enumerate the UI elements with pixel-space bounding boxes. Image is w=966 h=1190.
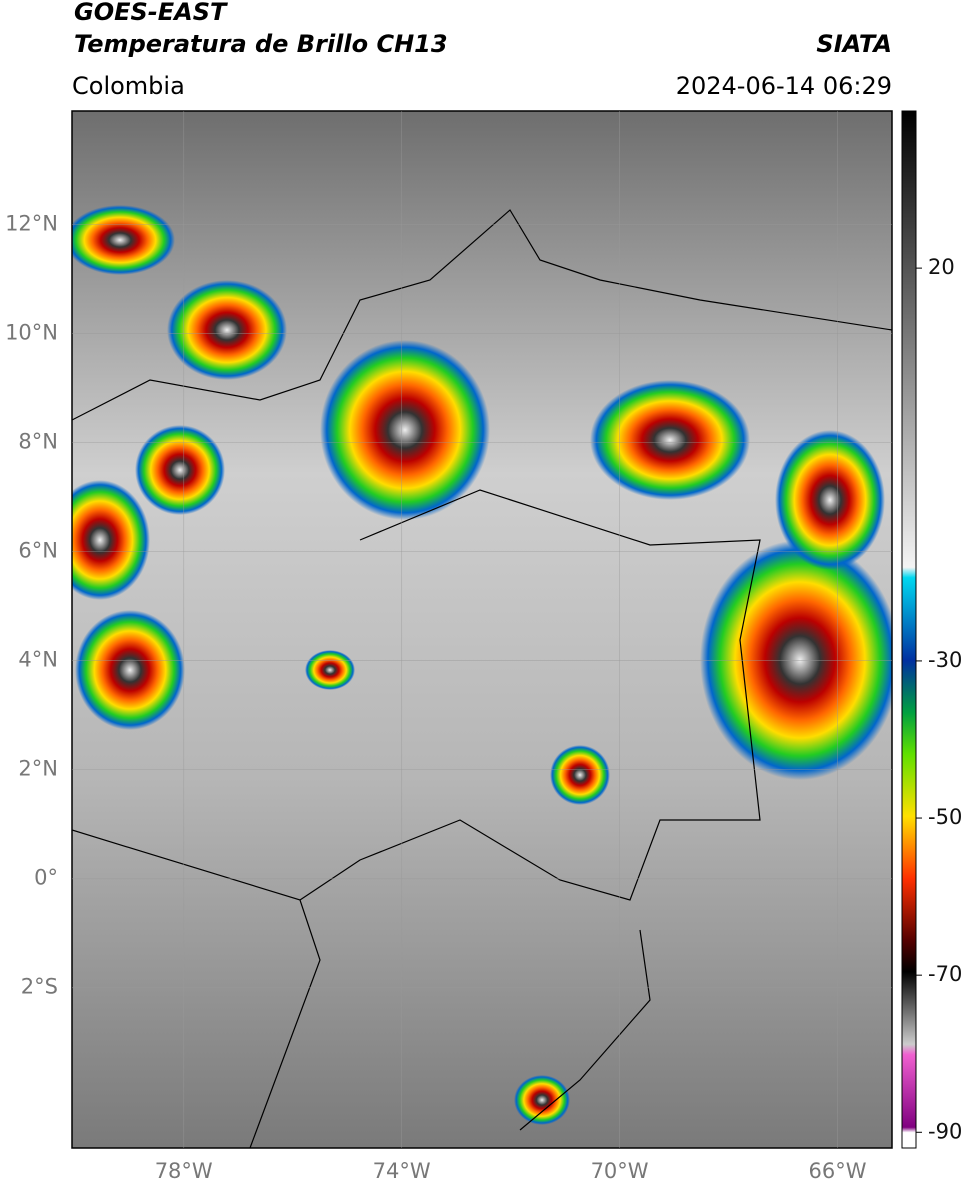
- lon-label: 66°W: [809, 1159, 867, 1183]
- region: Colombia: [72, 72, 185, 100]
- lat-label: 12°N: [5, 211, 58, 235]
- map-frame: [71, 110, 893, 1149]
- lat-label: 0°: [34, 866, 58, 890]
- colorbar-label: -30: [928, 648, 962, 672]
- imagery: [72, 111, 892, 1148]
- lon-label: 78°W: [155, 1159, 213, 1183]
- lat-label: 8°N: [18, 429, 58, 453]
- lat-label: 2°N: [18, 757, 58, 781]
- lat-label: 6°N: [18, 539, 58, 563]
- product: Temperatura de Brillo CH13: [74, 30, 448, 58]
- source: SIATA: [816, 30, 892, 58]
- lat-label: 10°N: [5, 320, 58, 344]
- satellite: GOES-EAST: [74, 0, 228, 26]
- datetime: 2024-06-14 06:29: [676, 72, 892, 100]
- colorbar-label: -90: [928, 1119, 962, 1143]
- lon-label: 70°W: [591, 1159, 649, 1183]
- colorbar-label: -50: [928, 805, 962, 829]
- colorbar: [901, 110, 917, 1149]
- lat-label: 2°S: [21, 975, 58, 999]
- colorbar-label: 20: [928, 255, 955, 279]
- lat-label: 4°N: [18, 648, 58, 672]
- colorbar-label: -70: [928, 962, 962, 986]
- lon-label: 74°W: [373, 1159, 431, 1183]
